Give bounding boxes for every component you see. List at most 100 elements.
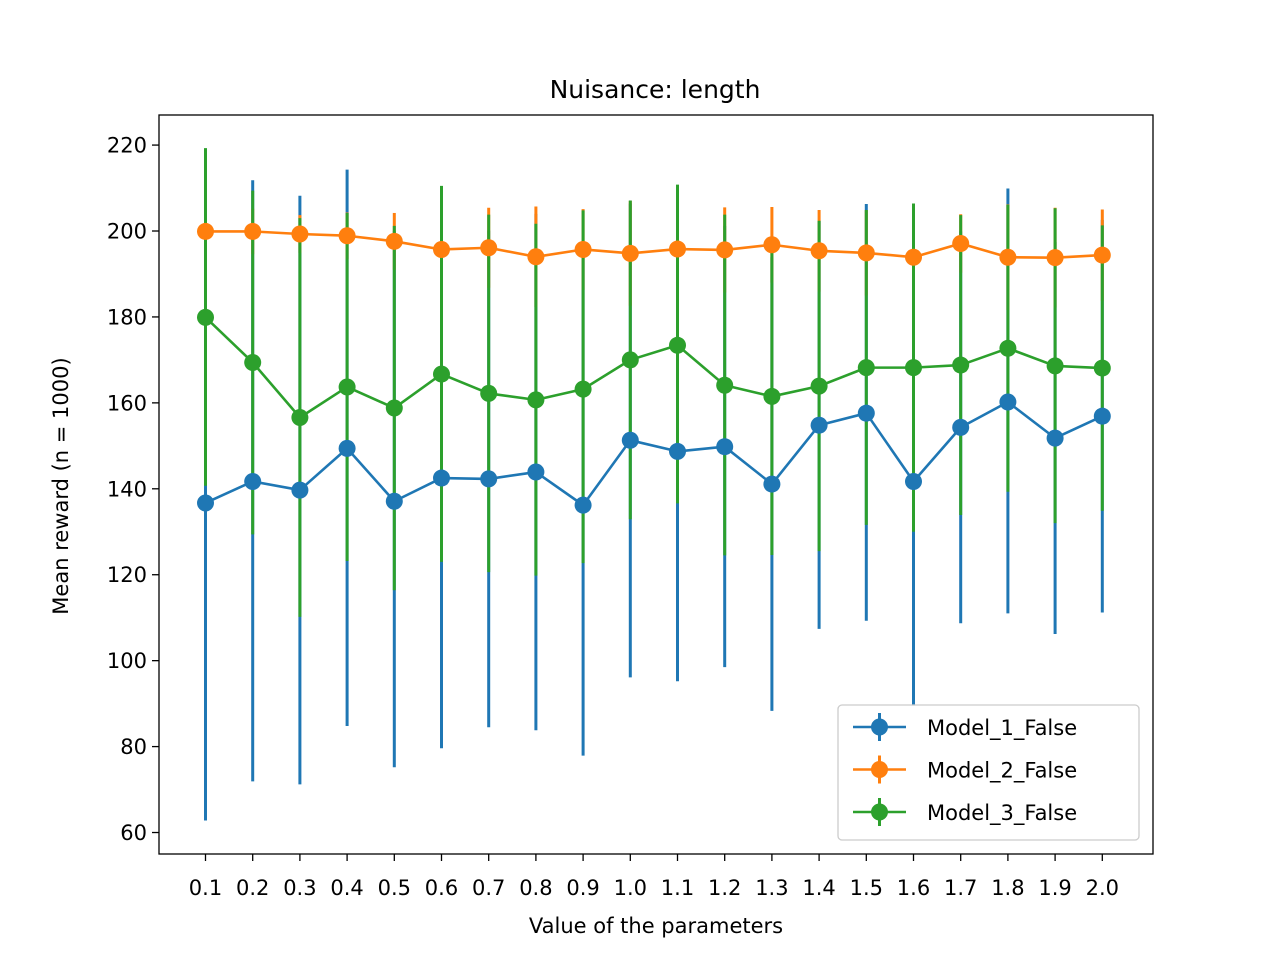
data-point — [621, 244, 639, 262]
data-point — [952, 418, 970, 436]
x-tick-label: 0.5 — [378, 876, 411, 900]
x-tick-label: 1.7 — [944, 876, 977, 900]
legend-label: Model_2_False — [927, 759, 1077, 784]
data-point — [857, 359, 875, 377]
chart-title: Nuisance: length — [550, 75, 761, 104]
series-line — [204, 400, 1103, 507]
y-axis-label: Mean reward (n = 1000) — [49, 357, 73, 614]
data-point — [1046, 249, 1064, 267]
data-point — [291, 481, 309, 499]
x-tick-label: 0.9 — [566, 876, 599, 900]
y-tick-label: 140 — [107, 477, 147, 501]
x-tick-label: 2.0 — [1086, 876, 1119, 900]
series-2 — [197, 222, 1111, 267]
y-tick-label: 160 — [107, 391, 147, 415]
legend-marker — [871, 761, 888, 778]
data-point — [716, 241, 734, 259]
data-point — [763, 387, 781, 405]
data-point — [574, 380, 592, 398]
data-point — [197, 494, 214, 512]
x-tick-label: 0.4 — [330, 876, 363, 900]
data-point — [480, 470, 498, 488]
x-tick-label: 0.6 — [425, 876, 458, 900]
data-point — [810, 242, 828, 260]
data-point — [385, 399, 403, 417]
data-point — [857, 244, 875, 262]
x-tick-label: 1.2 — [708, 876, 741, 900]
legend-label: Model_3_False — [927, 801, 1077, 826]
x-tick-label: 1.8 — [991, 876, 1024, 900]
data-point — [433, 240, 450, 258]
data-point — [480, 239, 498, 257]
data-point — [810, 416, 828, 434]
plot-frame — [158, 114, 1154, 855]
data-point — [527, 391, 545, 409]
data-point — [1046, 429, 1064, 447]
data-point — [621, 431, 639, 449]
data-point — [385, 492, 403, 510]
data-point — [1093, 359, 1111, 377]
x-tick-label: 0.8 — [519, 876, 552, 900]
data-point — [905, 359, 922, 377]
x-tick-label: 1.3 — [755, 876, 788, 900]
x-tick-label: 0.7 — [472, 876, 505, 900]
data-point — [669, 442, 686, 460]
x-tick-label: 1.0 — [614, 876, 647, 900]
x-tick-label: 1.9 — [1038, 876, 1071, 900]
data-point — [669, 336, 686, 354]
data-point — [716, 376, 734, 394]
data-point — [433, 469, 450, 487]
data-point — [527, 248, 545, 266]
data-point — [244, 472, 262, 490]
data-point — [905, 472, 922, 490]
data-point — [952, 356, 970, 374]
x-tick-label: 0.2 — [236, 876, 269, 900]
data-point — [574, 496, 592, 514]
data-point — [999, 339, 1017, 357]
data-point — [197, 222, 214, 240]
y-tick-label: 100 — [107, 649, 147, 673]
y-tick-label: 120 — [107, 563, 147, 587]
x-tick-label: 0.3 — [283, 876, 316, 900]
data-point — [810, 377, 828, 395]
legend-item: Model_3_False — [853, 798, 1077, 826]
legend-label: Model_1_False — [927, 716, 1077, 741]
x-tick-label: 1.4 — [802, 876, 835, 900]
plot-area — [197, 148, 1111, 821]
data-point — [857, 404, 875, 422]
data-point — [244, 353, 262, 371]
data-point — [716, 438, 734, 456]
legend: Model_1_False Model_2_False Model_3_False — [837, 704, 1140, 841]
y-axis: 60 80 100 120 140 160 180 200 220 — [107, 134, 159, 845]
data-point — [1093, 407, 1111, 425]
data-point — [905, 248, 922, 266]
data-point — [621, 351, 639, 369]
series-1 — [197, 393, 1111, 514]
data-point — [291, 408, 309, 426]
legend-item: Model_2_False — [853, 755, 1077, 784]
y-tick-label: 200 — [107, 220, 147, 244]
data-point — [338, 378, 356, 396]
legend-box — [837, 704, 1140, 841]
data-point — [1093, 246, 1111, 264]
data-point — [1046, 357, 1064, 375]
x-tick-label: 1.5 — [850, 876, 883, 900]
x-tick-label: 1.1 — [661, 876, 694, 900]
x-axis-label: Value of the parameters — [529, 914, 783, 938]
series-3 — [197, 308, 1111, 426]
data-point — [669, 240, 686, 258]
data-point — [291, 225, 309, 243]
data-point — [480, 384, 498, 402]
legend-item: Model_1_False — [853, 713, 1077, 741]
legend-marker — [871, 803, 888, 821]
data-point — [999, 248, 1017, 266]
y-tick-label: 180 — [107, 305, 147, 329]
y-tick-label: 80 — [120, 735, 147, 759]
x-tick-label: 1.6 — [897, 876, 930, 900]
data-point — [385, 232, 403, 250]
data-point — [338, 439, 356, 457]
data-point — [574, 240, 592, 258]
data-point — [763, 236, 781, 254]
data-point — [244, 222, 262, 240]
